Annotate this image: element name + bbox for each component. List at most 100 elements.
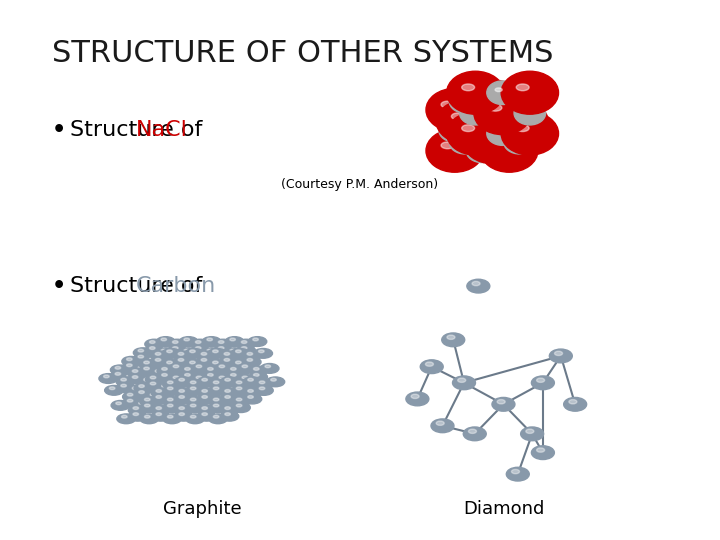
Ellipse shape (253, 368, 259, 370)
Ellipse shape (526, 429, 534, 434)
Ellipse shape (220, 411, 239, 421)
Ellipse shape (203, 366, 222, 376)
Ellipse shape (189, 350, 195, 353)
Ellipse shape (463, 427, 486, 441)
Ellipse shape (192, 381, 210, 390)
Ellipse shape (179, 354, 198, 363)
Ellipse shape (168, 415, 173, 418)
Ellipse shape (189, 367, 195, 370)
Ellipse shape (569, 400, 577, 404)
Ellipse shape (174, 368, 192, 378)
Ellipse shape (162, 377, 181, 387)
Ellipse shape (178, 387, 184, 390)
Ellipse shape (168, 356, 186, 366)
Ellipse shape (186, 397, 204, 407)
Ellipse shape (138, 355, 143, 358)
Ellipse shape (209, 403, 228, 413)
Ellipse shape (179, 379, 184, 381)
Ellipse shape (536, 378, 544, 382)
Ellipse shape (122, 374, 140, 383)
Ellipse shape (516, 125, 529, 132)
Ellipse shape (144, 361, 149, 364)
Ellipse shape (441, 101, 454, 108)
Ellipse shape (179, 365, 198, 375)
Ellipse shape (220, 406, 239, 415)
Ellipse shape (214, 356, 233, 366)
Ellipse shape (457, 137, 464, 141)
Ellipse shape (446, 71, 504, 114)
Ellipse shape (140, 403, 158, 413)
Ellipse shape (168, 339, 186, 349)
Text: NaCl: NaCl (135, 120, 187, 140)
Ellipse shape (156, 395, 161, 399)
Ellipse shape (150, 368, 169, 378)
Ellipse shape (202, 389, 207, 393)
Ellipse shape (173, 375, 178, 378)
Ellipse shape (161, 338, 166, 341)
Ellipse shape (491, 100, 548, 143)
Ellipse shape (184, 368, 190, 370)
Ellipse shape (133, 348, 152, 357)
Ellipse shape (213, 404, 219, 407)
Ellipse shape (232, 380, 251, 389)
Ellipse shape (230, 349, 235, 352)
Ellipse shape (174, 374, 192, 384)
Ellipse shape (179, 413, 184, 416)
Ellipse shape (201, 353, 207, 355)
Ellipse shape (116, 377, 135, 387)
Ellipse shape (242, 382, 248, 385)
Ellipse shape (208, 348, 227, 358)
Ellipse shape (150, 341, 155, 343)
Ellipse shape (225, 354, 244, 363)
Ellipse shape (174, 357, 192, 367)
Ellipse shape (243, 351, 261, 361)
Ellipse shape (253, 338, 258, 341)
Ellipse shape (185, 366, 204, 375)
Ellipse shape (150, 376, 156, 379)
Ellipse shape (220, 357, 238, 367)
Ellipse shape (214, 345, 233, 355)
Ellipse shape (442, 333, 464, 347)
Ellipse shape (238, 363, 256, 373)
Ellipse shape (134, 401, 153, 410)
Ellipse shape (230, 368, 236, 370)
Ellipse shape (167, 361, 172, 364)
Ellipse shape (162, 402, 167, 404)
Ellipse shape (202, 407, 207, 409)
Ellipse shape (411, 394, 419, 399)
Ellipse shape (180, 389, 199, 399)
Ellipse shape (213, 387, 219, 390)
Ellipse shape (203, 389, 222, 399)
Ellipse shape (178, 359, 184, 361)
Text: Structure of: Structure of (70, 120, 209, 140)
Ellipse shape (462, 125, 474, 132)
Ellipse shape (162, 383, 181, 393)
Ellipse shape (144, 378, 149, 381)
Ellipse shape (202, 371, 221, 381)
Ellipse shape (150, 375, 155, 378)
Ellipse shape (512, 97, 519, 100)
Ellipse shape (150, 399, 156, 402)
Ellipse shape (174, 411, 193, 421)
Ellipse shape (502, 125, 509, 129)
Ellipse shape (219, 376, 225, 379)
Ellipse shape (536, 448, 544, 452)
Ellipse shape (219, 382, 225, 385)
Ellipse shape (226, 383, 245, 393)
Ellipse shape (167, 384, 172, 387)
Ellipse shape (157, 389, 176, 399)
Ellipse shape (168, 345, 186, 355)
Ellipse shape (184, 402, 190, 404)
Ellipse shape (150, 347, 155, 349)
Ellipse shape (186, 380, 204, 389)
Ellipse shape (516, 84, 529, 91)
Ellipse shape (220, 388, 239, 398)
Ellipse shape (174, 351, 192, 361)
Ellipse shape (139, 360, 158, 369)
Ellipse shape (180, 401, 199, 410)
Ellipse shape (156, 348, 175, 357)
Ellipse shape (212, 378, 218, 381)
Ellipse shape (99, 374, 117, 383)
Ellipse shape (195, 341, 201, 343)
Ellipse shape (133, 371, 152, 381)
